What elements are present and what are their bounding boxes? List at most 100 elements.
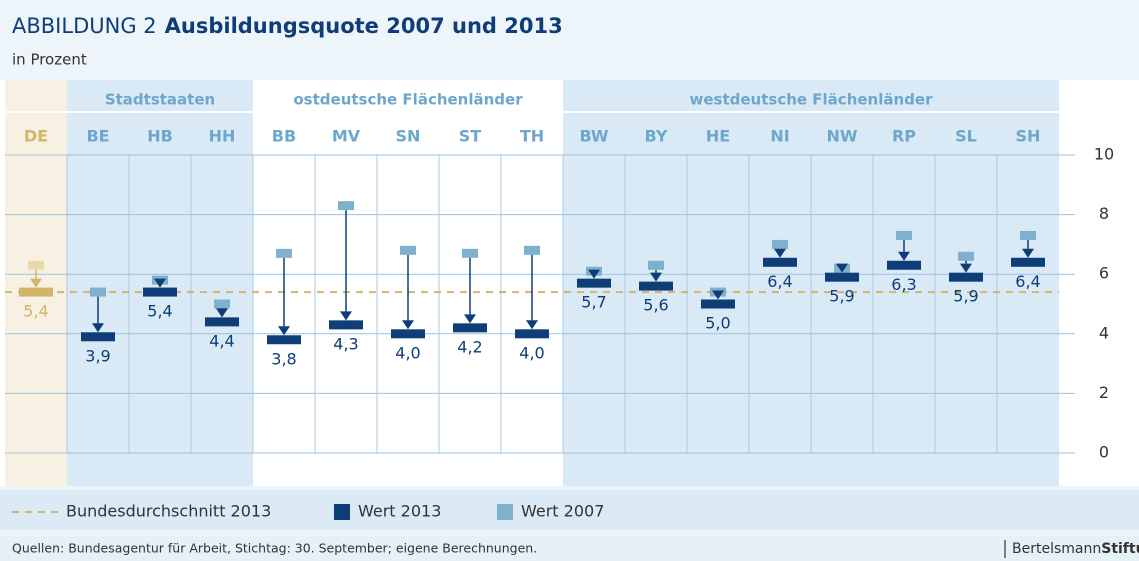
marker-2007 <box>524 245 540 255</box>
value-label: 5,9 <box>829 287 854 306</box>
arrow-head <box>154 278 166 288</box>
marker-2007 <box>648 260 664 270</box>
marker-2007 <box>338 201 354 211</box>
x-tick-label: HE <box>706 127 730 146</box>
marker-2007 <box>400 245 416 255</box>
x-tick-label: NW <box>826 127 857 146</box>
marker-2013 <box>887 260 921 270</box>
value-label: 6,4 <box>1015 272 1040 291</box>
marker-2013 <box>205 317 239 327</box>
x-tick-label: RP <box>892 127 916 146</box>
marker-2013 <box>825 272 859 282</box>
marker-2013 <box>81 332 115 342</box>
value-label: 5,6 <box>643 296 668 315</box>
subtitle: in Prozent <box>12 51 87 69</box>
logo: BertelsmannStiftung <box>1012 541 1139 557</box>
arrow-head <box>836 263 848 273</box>
marker-2013 <box>453 323 487 333</box>
source: Quellen: Bundesagentur für Arbeit, Stich… <box>12 541 537 556</box>
arrow-head <box>402 320 414 330</box>
chart-title: ABBILDUNG 2 Ausbildungsquote 2007 und 201… <box>12 14 563 38</box>
legend-background <box>0 490 1139 530</box>
logo-part: Bertelsmann <box>1012 541 1101 557</box>
arrow-head <box>1022 248 1034 258</box>
x-tick-label: DE <box>24 127 48 146</box>
plot: Stadtstaaten ostdeutsche Flächenländer wes… <box>0 80 1139 486</box>
marker-2013 <box>515 329 549 339</box>
marker-2013 <box>391 329 425 339</box>
marker-2013 <box>1011 257 1045 267</box>
marker-2013 <box>329 320 363 330</box>
x-tick-label: SN <box>396 127 421 146</box>
value-label: 5,9 <box>953 287 978 306</box>
y-tick-label: 4 <box>1099 323 1109 342</box>
marker-2007 <box>896 230 912 240</box>
arrow-head <box>588 269 600 279</box>
marker-2007 <box>90 287 106 297</box>
arrow-head <box>526 320 538 330</box>
x-tick-label: TH <box>520 127 544 146</box>
marker-2007 <box>214 299 230 309</box>
value-label: 4,3 <box>333 334 358 353</box>
marker-2007 <box>276 248 292 258</box>
marker-2007 <box>772 239 788 249</box>
group-label: westdeutsche Flächenländer <box>690 91 934 109</box>
arrow-head <box>340 311 352 321</box>
arrow-head <box>960 263 972 273</box>
group-label: ostdeutsche Flächenländer <box>293 91 523 109</box>
legend-swatch <box>334 504 350 520</box>
marker-2007 <box>1020 230 1036 240</box>
arrow-head <box>92 323 104 333</box>
x-tick-label: BE <box>86 127 109 146</box>
x-tick-label: ST <box>459 127 482 146</box>
title-main: Ausbildungsquote 2007 und 2013 <box>165 14 563 38</box>
x-tick-label: BB <box>272 127 296 146</box>
x-tick-label: MV <box>332 127 361 146</box>
marker-2007 <box>958 251 974 261</box>
legend-swatch <box>497 504 513 520</box>
x-tick-label: NI <box>770 127 789 146</box>
value-label: 3,9 <box>85 346 110 365</box>
arrow-head <box>774 248 786 258</box>
y-tick-label: 6 <box>1099 264 1109 283</box>
marker-2007 <box>462 248 478 258</box>
x-tick-label: BY <box>645 127 668 146</box>
value-label: 5,7 <box>581 293 606 312</box>
footer-background <box>0 536 1139 561</box>
y-tick-label: 10 <box>1094 145 1114 164</box>
y-tick-label: 2 <box>1099 383 1109 402</box>
legend-label: Wert 2013 <box>358 502 441 521</box>
value-label: 5,4 <box>147 302 172 321</box>
marker-2013 <box>949 272 983 282</box>
value-label: 4,4 <box>209 331 234 350</box>
arrow-head <box>216 308 228 318</box>
x-tick-label: HB <box>147 127 173 146</box>
logo-part: Stiftung <box>1101 541 1139 557</box>
legend-label: Bundesdurchschnitt 2013 <box>66 502 271 521</box>
value-label: 5,0 <box>705 314 730 333</box>
x-tick-label: SL <box>955 127 977 146</box>
group-label: Stadtstaaten <box>105 91 215 109</box>
value-label: 4,0 <box>519 343 544 362</box>
legend-label: Wert 2007 <box>521 502 604 521</box>
arrow-head <box>278 326 290 336</box>
x-tick-label: BW <box>580 127 609 146</box>
value-label: 3,8 <box>271 349 296 368</box>
y-tick-label: 8 <box>1099 204 1109 223</box>
marker-2007 <box>28 260 44 270</box>
marker-2013 <box>763 257 797 267</box>
arrow-head <box>30 278 42 288</box>
marker-2013 <box>19 287 53 297</box>
value-label: 4,2 <box>457 337 482 356</box>
arrow-head <box>464 314 476 324</box>
marker-2013 <box>701 299 735 309</box>
marker-2013 <box>143 287 177 297</box>
title-prefix: ABBILDUNG 2 <box>12 14 157 38</box>
value-label: 4,0 <box>395 343 420 362</box>
x-tick-label: SH <box>1016 127 1041 146</box>
value-label: 6,4 <box>767 272 792 291</box>
marker-2013 <box>267 335 301 345</box>
value-label: 6,3 <box>891 275 916 294</box>
x-tick-label: HH <box>209 127 236 146</box>
